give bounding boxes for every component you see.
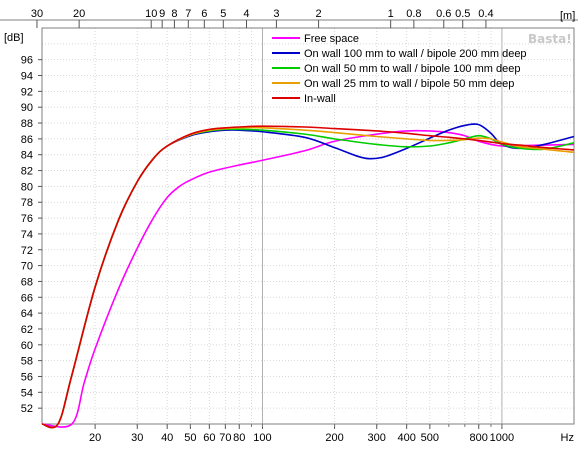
series-line-5 — [41, 125, 575, 429]
x-tick-label: 80 — [233, 432, 245, 444]
legend-label: On wall 100 mm to wall / bipole 200 mm d… — [304, 48, 527, 60]
top-tick-label: 20 — [73, 8, 85, 20]
legend-label: On wall 25 mm to wall / bipole 50 mm dee… — [304, 78, 514, 90]
y-axis-ticks: 52 54 56 58 60 62 64 66 68 70 72 74 76 78 80 82 84 86 88 90… — [21, 55, 42, 415]
top-tick-label: 10 — [145, 8, 157, 20]
legend-label: In-wall — [304, 93, 336, 105]
x-tick-label: 800 — [470, 432, 488, 444]
y-tick-label: 74 — [21, 229, 33, 241]
top-tick-label: 9 — [159, 8, 165, 20]
y-tick-label: 94 — [21, 71, 33, 83]
top-tick-label: 2 — [316, 8, 322, 20]
y-tick-label: 60 — [21, 340, 33, 352]
x-tick-label: Hz — [561, 432, 574, 444]
top-tick-label: 8 — [171, 8, 177, 20]
y-tick-label: 66 — [21, 292, 33, 304]
watermark: Basta! — [528, 32, 572, 46]
x-tick-label: 300 — [368, 432, 386, 444]
y-tick-label: 82 — [21, 166, 33, 178]
y-tick-label: 96 — [21, 55, 33, 67]
y-tick-label: 92 — [21, 86, 33, 98]
y-tick-label: 76 — [21, 213, 33, 225]
y-tick-label: 64 — [21, 308, 33, 320]
x-tick-label: 400 — [397, 432, 415, 444]
legend-label: Free space — [304, 33, 359, 45]
top-tick-label: 0.8 — [406, 8, 421, 20]
x-tick-label: 40 — [161, 432, 173, 444]
x-axis-ticks: 20 30 40 50 60 70 80 100 200 300 400 500 800 1000 Hz — [89, 424, 574, 444]
x-tick-label: 500 — [421, 432, 439, 444]
top-tick-label: 6 — [201, 8, 207, 20]
x-tick-label: 100 — [253, 432, 271, 444]
y-tick-label: 56 — [21, 371, 33, 383]
y-tick-label: 78 — [21, 197, 33, 209]
top-tick-label: 3 — [273, 8, 279, 20]
y-tick-label: 80 — [21, 181, 33, 193]
legend: Free space On wall 100 mm to wall / bipol… — [272, 33, 527, 105]
series-line-1 — [41, 129, 575, 428]
plot-area-frame — [41, 27, 575, 425]
x-tick-label: 20 — [89, 432, 101, 444]
grid-lines — [42, 28, 574, 424]
y-tick-label: 70 — [21, 261, 33, 273]
top-axis-label: [m] — [560, 10, 575, 22]
top-tick-label: 30 — [31, 8, 43, 20]
y-tick-label: 88 — [21, 118, 33, 130]
top-tick-label: 0.5 — [455, 8, 470, 20]
top-tick-label: 0.4 — [478, 8, 493, 20]
top-axis-ticks: 30 20 10 9 8 7 6 5 4 3 2 1 0.8 0.6 0.5 0.4 — [31, 8, 494, 28]
y-tick-label: 58 — [21, 356, 33, 368]
y-axis-label: [dB] — [4, 32, 24, 44]
y-tick-label: 90 — [21, 102, 33, 114]
y-tick-label: 54 — [21, 387, 33, 399]
y-tick-label: 52 — [21, 403, 33, 415]
y-tick-label: 62 — [21, 324, 33, 336]
y-tick-label: 84 — [21, 150, 33, 162]
x-tick-label: 1000 — [490, 432, 514, 444]
y-tick-label: 72 — [21, 245, 33, 257]
x-tick-label: 70 — [219, 432, 231, 444]
x-tick-label: 200 — [325, 432, 343, 444]
top-tick-label: 4 — [243, 8, 249, 20]
legend-label: On wall 50 mm to wall / bipole 100 mm de… — [304, 63, 520, 75]
top-tick-label: 0.6 — [436, 8, 451, 20]
x-tick-label: 50 — [184, 432, 196, 444]
x-tick-label: 60 — [203, 432, 215, 444]
top-tick-label: 1 — [388, 8, 394, 20]
top-tick-label: 7 — [185, 8, 191, 20]
top-tick-label: 5 — [220, 8, 226, 20]
series-lines — [41, 123, 575, 429]
x-tick-label: 30 — [131, 432, 143, 444]
y-tick-label: 86 — [21, 134, 33, 146]
y-tick-label: 68 — [21, 276, 33, 288]
